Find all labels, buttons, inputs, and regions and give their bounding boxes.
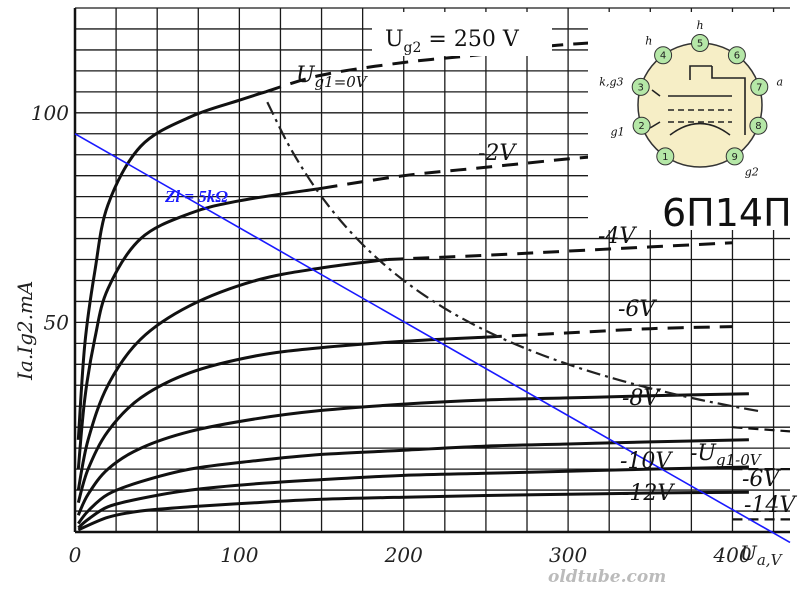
x-axis-label: Ua,V	[740, 541, 784, 569]
pin-5	[691, 34, 709, 52]
curve-8v	[76, 392, 749, 516]
condition-box	[372, 12, 552, 56]
label-minus-8v: -8V	[622, 386, 661, 411]
pin-9	[725, 147, 744, 166]
label-ug1-0v: Ug1=0V	[296, 63, 369, 91]
y-axis-label: Ia.Ig2.mA	[13, 281, 37, 381]
label-minus-2v: -2V	[478, 141, 517, 166]
electrode-symbol	[649, 65, 746, 136]
pin-4	[654, 46, 673, 65]
max-dissipation-curve	[266, 101, 761, 413]
x-tick-label: 100	[220, 543, 258, 567]
x-tick-label: 200	[384, 543, 423, 567]
label-screen-ug1-0v: -Ug1-0V	[690, 441, 763, 469]
pin-number-5: 5	[697, 39, 703, 50]
pin-7	[750, 77, 769, 96]
plate-curves	[76, 40, 749, 532]
curve-14v	[77, 490, 749, 532]
curve-6v-dashed	[485, 325, 733, 339]
curve-12v	[77, 465, 749, 529]
pin-2	[632, 116, 651, 135]
screen-curve-ug1-0v	[732, 426, 791, 433]
pin-number-1: 1	[662, 152, 668, 163]
watermark: oldtube.com	[548, 567, 666, 587]
pin-label-4: h	[645, 35, 652, 48]
pin-number-4: 4	[660, 51, 666, 62]
pin-number-7: 7	[756, 82, 762, 93]
curve-4v-dashed	[387, 241, 733, 261]
label-minus-10v: -10V	[620, 449, 673, 474]
condition-label: Ug2 = 250 V	[385, 27, 520, 56]
curve-10v	[77, 438, 749, 525]
curve-2v-dashed	[321, 153, 618, 190]
pin-label-7: a	[777, 76, 784, 89]
axes: 0 100 200 300 400 50 100	[31, 8, 790, 567]
y-tick-label: 50	[44, 310, 70, 334]
curve-6v	[76, 335, 486, 504]
pin-label-2: g1	[611, 126, 625, 139]
pin-number-3: 3	[638, 82, 644, 93]
label-minus-6v: -6V	[618, 297, 657, 322]
pin-number-2: 2	[638, 121, 644, 132]
load-line-label: Zl = 5kΩ	[164, 187, 228, 206]
label-minus-4v: -4V	[598, 224, 637, 249]
load-line	[74, 133, 791, 544]
pin-label-9: g2	[745, 165, 759, 178]
label-screen-minus-14v: -14V	[744, 493, 797, 518]
y-tick-label: 100	[31, 101, 69, 125]
tube-name: 6П14П	[662, 191, 792, 235]
label-minus-12v: -12V	[622, 481, 675, 506]
x-tick-label: 400	[712, 543, 751, 567]
pin-1	[656, 147, 675, 166]
pin-6	[727, 46, 746, 65]
pin-label-3: k,g3	[599, 76, 623, 89]
pin-3	[631, 77, 650, 96]
pin-8	[749, 116, 768, 135]
x-tick-label: 300	[549, 543, 587, 567]
pin-number-8: 8	[755, 121, 761, 132]
pin-number-9: 9	[732, 152, 738, 163]
curve-4v	[76, 258, 388, 491]
curve-2v	[76, 186, 322, 470]
tube-base	[637, 42, 763, 168]
curve-ug1-0v	[76, 90, 267, 440]
pin-label-5: h	[696, 19, 703, 32]
curve-ug1-0v-dashed	[265, 40, 618, 94]
screen-curves	[266, 101, 791, 521]
pin-number-6: 6	[734, 51, 740, 62]
label-screen-minus-6v: -6V	[742, 467, 781, 492]
load-line-group	[74, 133, 791, 544]
x-tick-label: 0	[69, 543, 82, 567]
